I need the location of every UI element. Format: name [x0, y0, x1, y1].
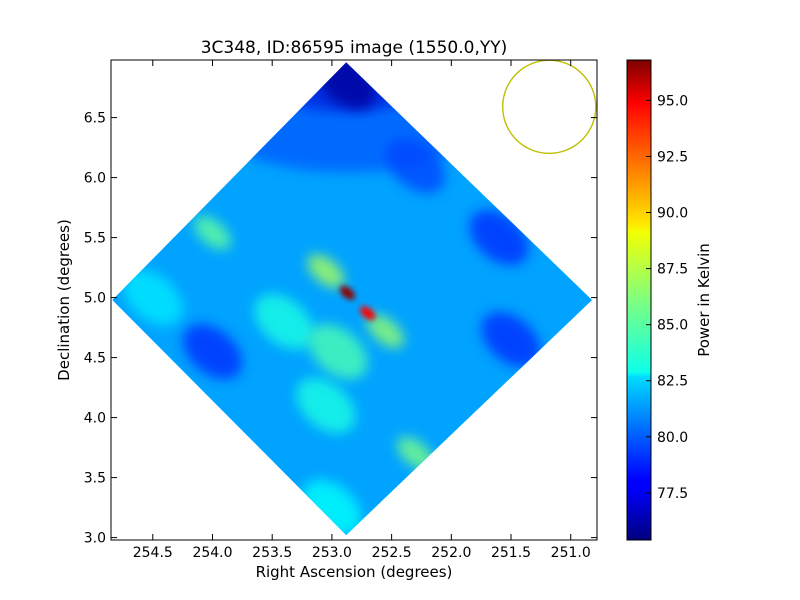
beam-circle — [501, 60, 597, 155]
colorbar-tick-label: 82.5 — [657, 374, 688, 390]
colorbar-tick-label: 85.0 — [657, 318, 688, 334]
heat-feature-15 — [339, 285, 356, 300]
colorbar-tick-label: 95.0 — [657, 93, 688, 109]
heat-feature-2 — [481, 312, 541, 368]
plot-area — [112, 60, 597, 536]
y-tick-label: 5.0 — [84, 291, 106, 307]
heat-feature-9 — [308, 324, 368, 380]
x-tick-label: 254.0 — [192, 545, 232, 561]
heat-feature-13 — [307, 254, 345, 289]
colorbar-gradient — [626, 59, 652, 541]
x-tick-label: 253.5 — [252, 545, 292, 561]
x-axis: 254.5 254.0 253.5 253.0 252.5 252.0 251.5 251.0 — [133, 60, 591, 561]
colorbar-label: Power in Kelvin — [695, 243, 713, 357]
x-tick-label: 251.5 — [491, 545, 531, 561]
heat-feature-5 — [123, 270, 183, 326]
y-axis: 3.0 3.5 4.0 4.5 5.0 5.5 6.0 6.5 — [84, 111, 597, 547]
heat-feature-10 — [193, 215, 232, 250]
heatmap-image — [112, 62, 593, 536]
colorbar-ticks: 77.5 80.0 82.5 85.0 87.5 90.0 92.5 95.0 — [646, 93, 688, 502]
heat-feature-12 — [367, 314, 405, 349]
y-tick-label: 4.5 — [84, 351, 106, 367]
y-tick-label: 6.0 — [84, 171, 106, 187]
y-tick-label: 6.5 — [84, 111, 106, 127]
colorbar-tick-label: 87.5 — [657, 262, 688, 278]
colorbar-tick-label: 80.0 — [657, 430, 688, 446]
x-tick-label: 254.5 — [133, 545, 173, 561]
y-tick-label: 4.0 — [84, 411, 106, 427]
colorbar: 77.5 80.0 82.5 85.0 87.5 90.0 92.5 95.0 Power i… — [626, 59, 713, 541]
x-tick-label: 252.5 — [372, 545, 412, 561]
heat-feature-8 — [254, 294, 314, 350]
colorbar-tick-label: 92.5 — [657, 149, 688, 165]
x-tick-label: 251.0 — [551, 545, 591, 561]
y-axis-label: Declination (degrees) — [55, 219, 73, 381]
x-axis-label: Right Ascension (degrees) — [256, 563, 453, 581]
y-tick-label: 3.0 — [84, 531, 106, 547]
heat-feature-1 — [182, 324, 243, 380]
heat-feature-14 — [360, 306, 376, 321]
colorbar-tick-label: 90.0 — [657, 206, 688, 222]
y-tick-label: 3.5 — [84, 471, 106, 487]
heat-feature-4 — [385, 138, 446, 194]
plot-frame — [110, 59, 598, 541]
y-tick-label: 5.5 — [84, 231, 106, 247]
colorbar-tick-label: 77.5 — [657, 486, 688, 502]
heat-feature-7 — [296, 378, 356, 434]
x-tick-label: 253.0 — [312, 545, 352, 561]
x-tick-label: 252.0 — [431, 545, 471, 561]
chart-title: 3C348, ID:86595 image (1550.0,YY) — [201, 38, 508, 58]
